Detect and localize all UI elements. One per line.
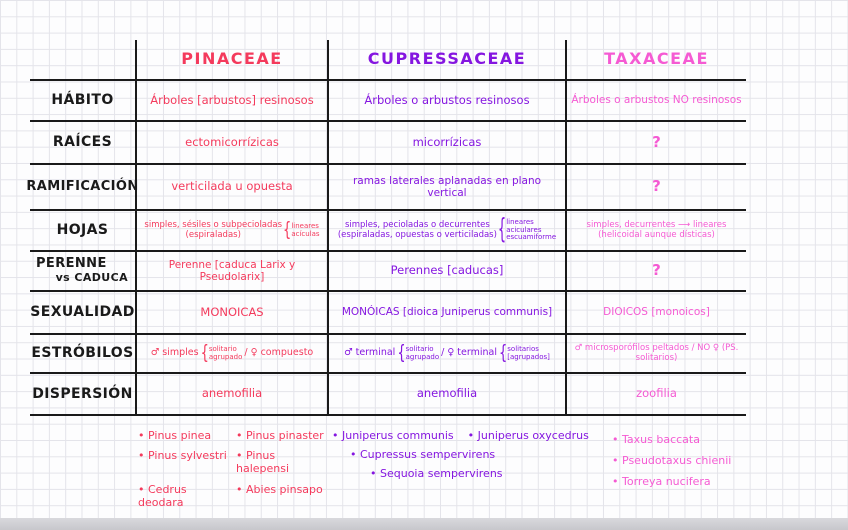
cell-sexualidad-taxaceae: DIOICOS [monoicos] bbox=[565, 292, 746, 333]
cell-dispersion-cupressaceae: anemofilia bbox=[327, 374, 565, 414]
row-dispersion: DISPERSIÓN anemofilia anemofilia zoofili… bbox=[30, 372, 746, 414]
cell-hojas-taxaceae: simples, decurrentes ⟶ lineares (helicoi… bbox=[565, 211, 746, 250]
hojas-tax-main: simples, decurrentes ⟶ lineares bbox=[586, 219, 727, 230]
brace-icon: { bbox=[499, 342, 508, 365]
row-label-habito: HÁBITO bbox=[51, 92, 114, 109]
cell-dispersion-taxaceae: zoofilia bbox=[565, 374, 746, 414]
cell-sexualidad-cupressaceae: MONÓICAS [dioica Juniperus communis] bbox=[327, 292, 565, 333]
cell-dispersion-pinaceae: anemofilia bbox=[135, 374, 327, 414]
table-header-row: PINACEAE CUPRESSACEAE TAXACEAE bbox=[30, 40, 746, 79]
col-header-pinaceae: PINACEAE bbox=[135, 40, 327, 79]
cell-sexualidad-pinaceae: MONOICAS bbox=[135, 292, 327, 333]
hojas-pin-option: acículas bbox=[291, 229, 320, 238]
species-item: Cedrus deodara bbox=[138, 483, 232, 509]
col-header-taxaceae: TAXACEAE bbox=[565, 40, 746, 79]
cell-raices-taxaceae: ? bbox=[565, 122, 746, 163]
hojas-pin-main: simples, sésiles o subpecioladas bbox=[144, 219, 283, 230]
row-label-perenne-vs-caduca: PERENNE vs CADUCA bbox=[30, 252, 135, 290]
species-item: Pinus halepensi bbox=[236, 449, 330, 475]
species-item: Pinus sylvestri bbox=[138, 449, 232, 475]
hojas-tax-paren: (helicoidal aunque dísticas) bbox=[598, 229, 715, 240]
species-list-cupressaceae: Juniperus communis Juniperus oxycedrus C… bbox=[332, 429, 590, 481]
estrobilos-pin-male: ♂ simples bbox=[150, 347, 199, 359]
cell-estrobilos-pinaceae: ♂ simples { solitario agrupado / ♀ compu… bbox=[135, 335, 327, 372]
cell-estrobilos-cupressaceae: ♂ terminal { solitario agrupado / ♀ term… bbox=[327, 335, 565, 372]
cell-ramificacion-taxaceae: ? bbox=[565, 165, 746, 209]
row-estrobilos: ESTRÓBILOS ♂ simples { solitario agrupad… bbox=[30, 333, 746, 372]
label-vs-caduca: vs CADUCA bbox=[55, 271, 128, 285]
estrobilos-pin-option: solitario bbox=[208, 344, 237, 353]
row-label-dispersion: DISPERSIÓN bbox=[32, 385, 133, 402]
row-label-hojas: HOJAS bbox=[56, 222, 109, 239]
cell-estrobilos-taxaceae: ♂ microsporófilos peltados / NO ♀ (PS. s… bbox=[565, 335, 746, 372]
row-raices: RAÍCES ectomicorrízicas micorrízicas ? bbox=[30, 120, 746, 163]
hojas-cup-option: aciculares bbox=[506, 225, 542, 234]
row-label-raices: RAÍCES bbox=[52, 134, 113, 151]
col-header-cupressaceae: CUPRESSACEAE bbox=[327, 40, 565, 79]
cell-raices-pinaceae: ectomicorrízicas bbox=[135, 122, 327, 163]
species-item: Sequoia sempervirens bbox=[370, 467, 503, 480]
species-item: Pseudotaxus chienii bbox=[612, 454, 792, 467]
page-bottom-edge bbox=[0, 518, 848, 530]
estrobilos-cup-option: solitarios bbox=[507, 344, 539, 353]
cell-raices-cupressaceae: micorrízicas bbox=[327, 122, 565, 163]
cell-perenne-pinaceae: Perenne [caduca Larix y Pseudolarix] bbox=[135, 252, 327, 290]
cell-habito-taxaceae: Árboles o arbustos NO resinosos bbox=[565, 81, 746, 120]
brace-icon: { bbox=[200, 342, 209, 365]
cell-ramificacion-cupressaceae: ramas laterales aplanadas en plano verti… bbox=[327, 165, 565, 209]
cell-habito-pinaceae: Árboles [arbustos] resinosos bbox=[135, 81, 327, 120]
species-item: Abies pinsapo bbox=[236, 483, 330, 509]
hojas-cup-option: escuamiforme bbox=[506, 233, 557, 242]
comparison-table: PINACEAE CUPRESSACEAE TAXACEAE HÁBITO Ár… bbox=[26, 40, 746, 416]
row-label-estrobilos: ESTRÓBILOS bbox=[31, 345, 134, 362]
brace-icon: { bbox=[497, 214, 507, 247]
species-item: Pinus pinea bbox=[138, 429, 232, 442]
estrobilos-cup-female: / ♀ terminal bbox=[441, 347, 497, 359]
hojas-cup-option: lineares bbox=[506, 217, 534, 226]
header-empty-cell bbox=[30, 40, 135, 79]
species-list-taxaceae: Taxus baccata Pseudotaxus chienii Torrey… bbox=[612, 433, 792, 489]
species-item: Pinus pinaster bbox=[236, 429, 330, 442]
estrobilos-cup-option: agrupado bbox=[405, 352, 440, 361]
hojas-cup-paren: (espiraladas, opuestas o verticiladas) bbox=[337, 229, 497, 240]
estrobilos-pin-female: / ♀ compuesto bbox=[244, 347, 314, 359]
hojas-pin-paren: (espiraladas) bbox=[185, 229, 241, 240]
estrobilos-cup-option: solitario bbox=[405, 344, 434, 353]
cell-hojas-cupressaceae: simples, pecioladas o decurrentes (espir… bbox=[327, 211, 565, 250]
row-ramificacion: RAMIFICACIÓN verticilada u opuesta ramas… bbox=[26, 163, 746, 209]
species-item: Juniperus oxycedrus bbox=[468, 429, 589, 442]
species-list-pinaceae: Pinus pinea Pinus pinaster Pinus sylvest… bbox=[138, 429, 330, 509]
species-item: Juniperus communis bbox=[332, 429, 454, 442]
cell-perenne-cupressaceae: Perennes [caducas] bbox=[327, 252, 565, 290]
cell-ramificacion-pinaceae: verticilada u opuesta bbox=[135, 165, 327, 209]
row-habito: HÁBITO Árboles [arbustos] resinosos Árbo… bbox=[30, 79, 746, 120]
cell-habito-cupressaceae: Árboles o arbustos resinosos bbox=[327, 81, 565, 120]
row-label-ramificacion: RAMIFICACIÓN bbox=[26, 178, 139, 194]
hojas-cup-main: simples, pecioladas o decurrentes bbox=[344, 219, 490, 230]
species-item: Cupressus sempervirens bbox=[350, 448, 495, 461]
estrobilos-pin-option: agrupado bbox=[208, 352, 243, 361]
row-sexualidad: SEXUALIDAD MONOICAS MONÓICAS [dioica Jun… bbox=[30, 290, 746, 333]
row-hojas: HOJAS simples, sésiles o subpecioladas (… bbox=[30, 209, 746, 250]
estrobilos-cup-male: ♂ terminal bbox=[344, 347, 396, 359]
row-label-sexualidad: SEXUALIDAD bbox=[30, 304, 135, 321]
hojas-pin-option: lineares bbox=[291, 221, 319, 230]
species-item: Taxus baccata bbox=[612, 433, 792, 446]
label-perenne: PERENNE bbox=[36, 256, 107, 272]
brace-icon: { bbox=[397, 342, 406, 365]
row-perenne-vs-caduca: PERENNE vs CADUCA Perenne [caduca Larix … bbox=[30, 250, 746, 290]
species-item: Torreya nucifera bbox=[612, 475, 792, 488]
estrobilos-cup-option: [agrupados] bbox=[507, 352, 550, 361]
cell-hojas-pinaceae: simples, sésiles o subpecioladas (espira… bbox=[135, 211, 327, 250]
brace-icon: { bbox=[283, 219, 292, 242]
cell-perenne-taxaceae: ? bbox=[565, 252, 746, 290]
